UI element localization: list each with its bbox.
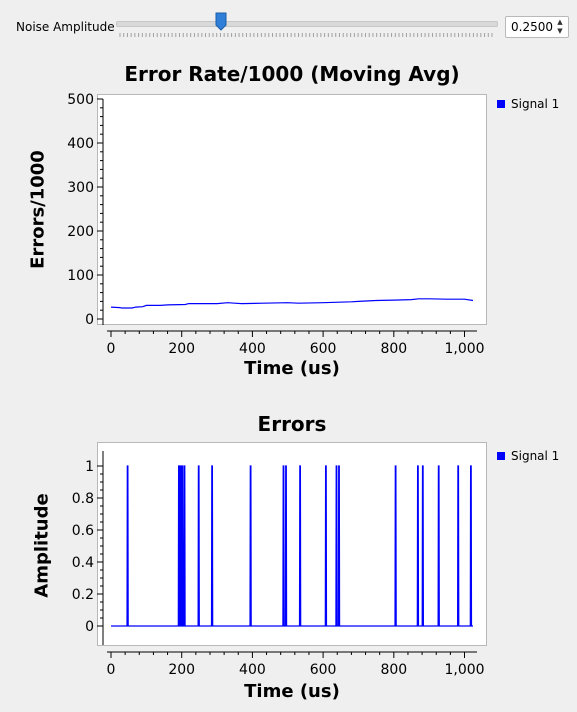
y-tick-label: 0: [85, 312, 94, 328]
x-tick-label: 800: [380, 341, 407, 357]
y-tick-label: 0.4: [72, 555, 94, 571]
spin-up-icon[interactable]: ▲: [557, 18, 563, 26]
plot1-legend-label: Signal 1: [511, 97, 560, 111]
y-tick-label: 300: [67, 180, 94, 196]
y-tick-label: 0.8: [72, 491, 94, 507]
plot2-legend-swatch: [497, 452, 505, 460]
noise-slider-track[interactable]: [116, 21, 498, 27]
x-tick-label: 200: [168, 341, 195, 357]
x-tick-label: 200: [168, 662, 195, 678]
noise-amplitude-value[interactable]: 0.2500: [511, 20, 553, 34]
x-tick-label: 600: [310, 341, 337, 357]
noise-control-bar: Noise Amplitude 0.2500 ▲ ▼: [0, 0, 577, 52]
x-tick-label: 600: [310, 662, 337, 678]
x-tick-label: 800: [380, 662, 407, 678]
plot1-series-line: [110, 298, 474, 309]
y-tick-label: 0: [85, 619, 94, 635]
noise-amplitude-spinbox[interactable]: 0.2500 ▲ ▼: [505, 16, 569, 38]
plot2-xlabel: Time (us): [244, 681, 340, 702]
x-tick-label: 1,000: [444, 662, 484, 678]
y-tick-label: 0.6: [72, 523, 94, 539]
y-tick-label: 200: [67, 224, 94, 240]
spin-down-icon[interactable]: ▼: [557, 27, 563, 35]
plot1-legend-swatch: [497, 100, 505, 108]
noise-slider-ticks: [119, 33, 493, 37]
x-tick-label: 0: [107, 662, 116, 678]
plot2-title: Errors: [257, 412, 327, 436]
y-tick-label: 1: [85, 459, 94, 475]
noise-slider-handle[interactable]: [215, 12, 227, 31]
plot1-legend[interactable]: Signal 1: [497, 97, 559, 111]
y-tick-label: 400: [67, 136, 94, 152]
y-tick-label: 500: [67, 92, 94, 108]
plot1-title: Error Rate/1000 (Moving Avg): [124, 62, 460, 86]
x-tick-label: 400: [239, 662, 266, 678]
x-tick-label: 400: [239, 341, 266, 357]
plot2-legend-label: Signal 1: [511, 449, 560, 463]
plot1-canvas[interactable]: [97, 94, 487, 325]
plot2-legend[interactable]: Signal 1: [497, 449, 559, 463]
plot2-series-line: [111, 465, 473, 627]
x-tick-label: 0: [107, 341, 116, 357]
y-tick-label: 100: [67, 268, 94, 284]
y-tick-label: 0.2: [72, 587, 94, 603]
noise-amplitude-label: Noise Amplitude: [16, 20, 115, 34]
x-tick-label: 1,000: [444, 341, 484, 357]
plot1-xlabel: Time (us): [244, 358, 340, 379]
